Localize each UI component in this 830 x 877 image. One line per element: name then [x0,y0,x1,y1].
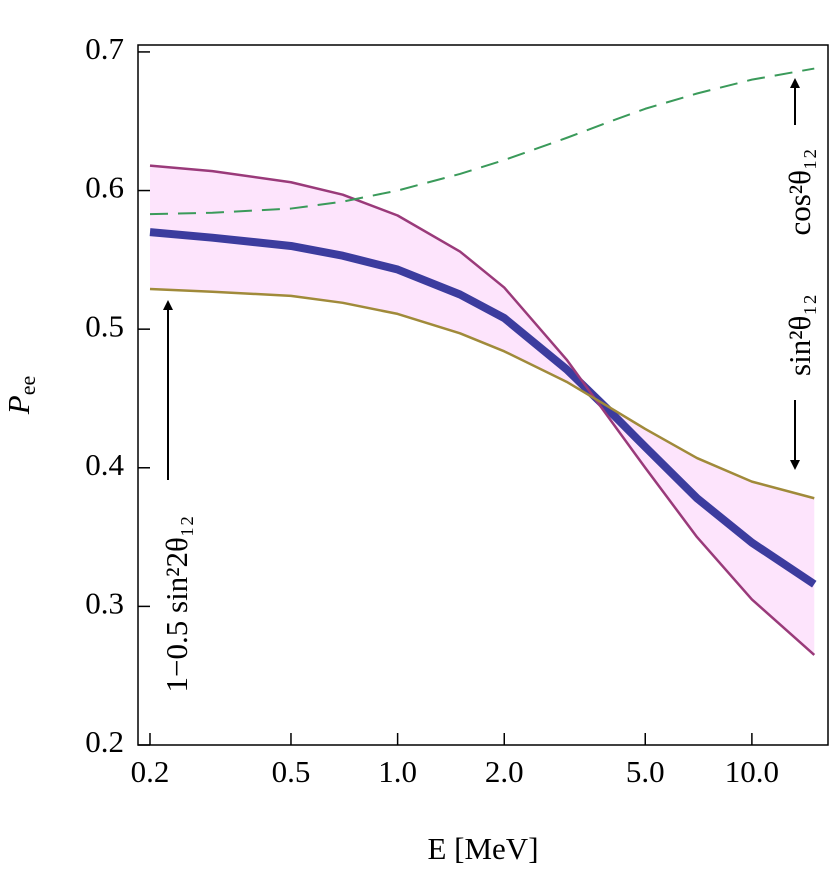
x-axis-title: E [MeV] [427,831,538,866]
series-line [149,228,817,588]
y-tick-label: 0.6 [85,170,124,205]
plot-frame [137,44,829,746]
x-tick-label: 0.2 [131,754,170,789]
plot-area: 0.2 0.3 0.4 0.5 0.6 0.7 0.2 0.5 1.0 2.0 5.0 10.0 [85,31,829,789]
y-tick-label: 0.5 [85,308,124,343]
x-tick-label: 5.0 [626,754,665,789]
x-tick-label: 0.5 [272,754,311,789]
y-axis-title-main: P [1,395,36,415]
y-tick-label: 0.3 [85,585,124,620]
y-axis-title-sub: ee [15,376,40,396]
y-tick-label: 0.7 [85,31,124,66]
x-tick-label: 1.0 [378,754,417,789]
x-tick-label: 10.0 [725,754,779,789]
y-tick-label: 0.2 [85,724,124,759]
annotation: cos²θ₁₂ [782,148,817,235]
x-tick-label: 2.0 [485,754,524,789]
y-axis-title: Pee [1,376,40,415]
annotation: sin²θ₁₂ [782,294,817,376]
band-fill [149,165,815,655]
annotation: 1−0.5 sin²2θ₁₂ [159,516,194,693]
series-line [149,164,816,656]
series-line [149,287,815,500]
series-line [149,67,815,216]
y-tick-label: 0.4 [85,447,124,482]
